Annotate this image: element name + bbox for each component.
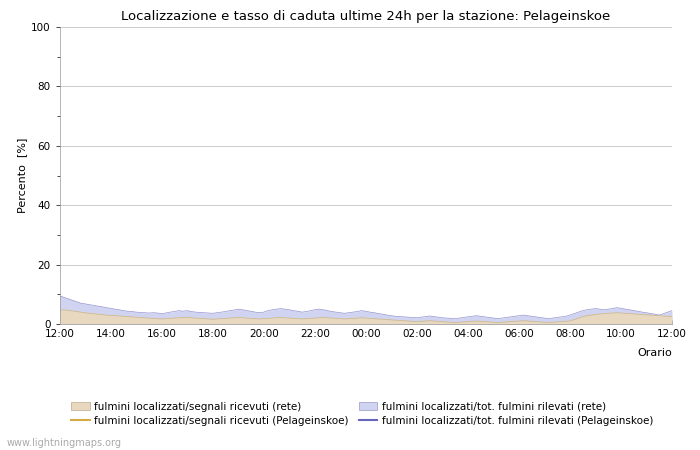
- Legend: fulmini localizzati/segnali ricevuti (rete), fulmini localizzati/segnali ricevut: fulmini localizzati/segnali ricevuti (re…: [71, 401, 653, 426]
- Text: Orario: Orario: [637, 348, 672, 358]
- Title: Localizzazione e tasso di caduta ultime 24h per la stazione: Pelageinskoe: Localizzazione e tasso di caduta ultime …: [121, 10, 610, 23]
- Y-axis label: Percento  [%]: Percento [%]: [17, 138, 27, 213]
- Text: www.lightningmaps.org: www.lightningmaps.org: [7, 438, 122, 448]
